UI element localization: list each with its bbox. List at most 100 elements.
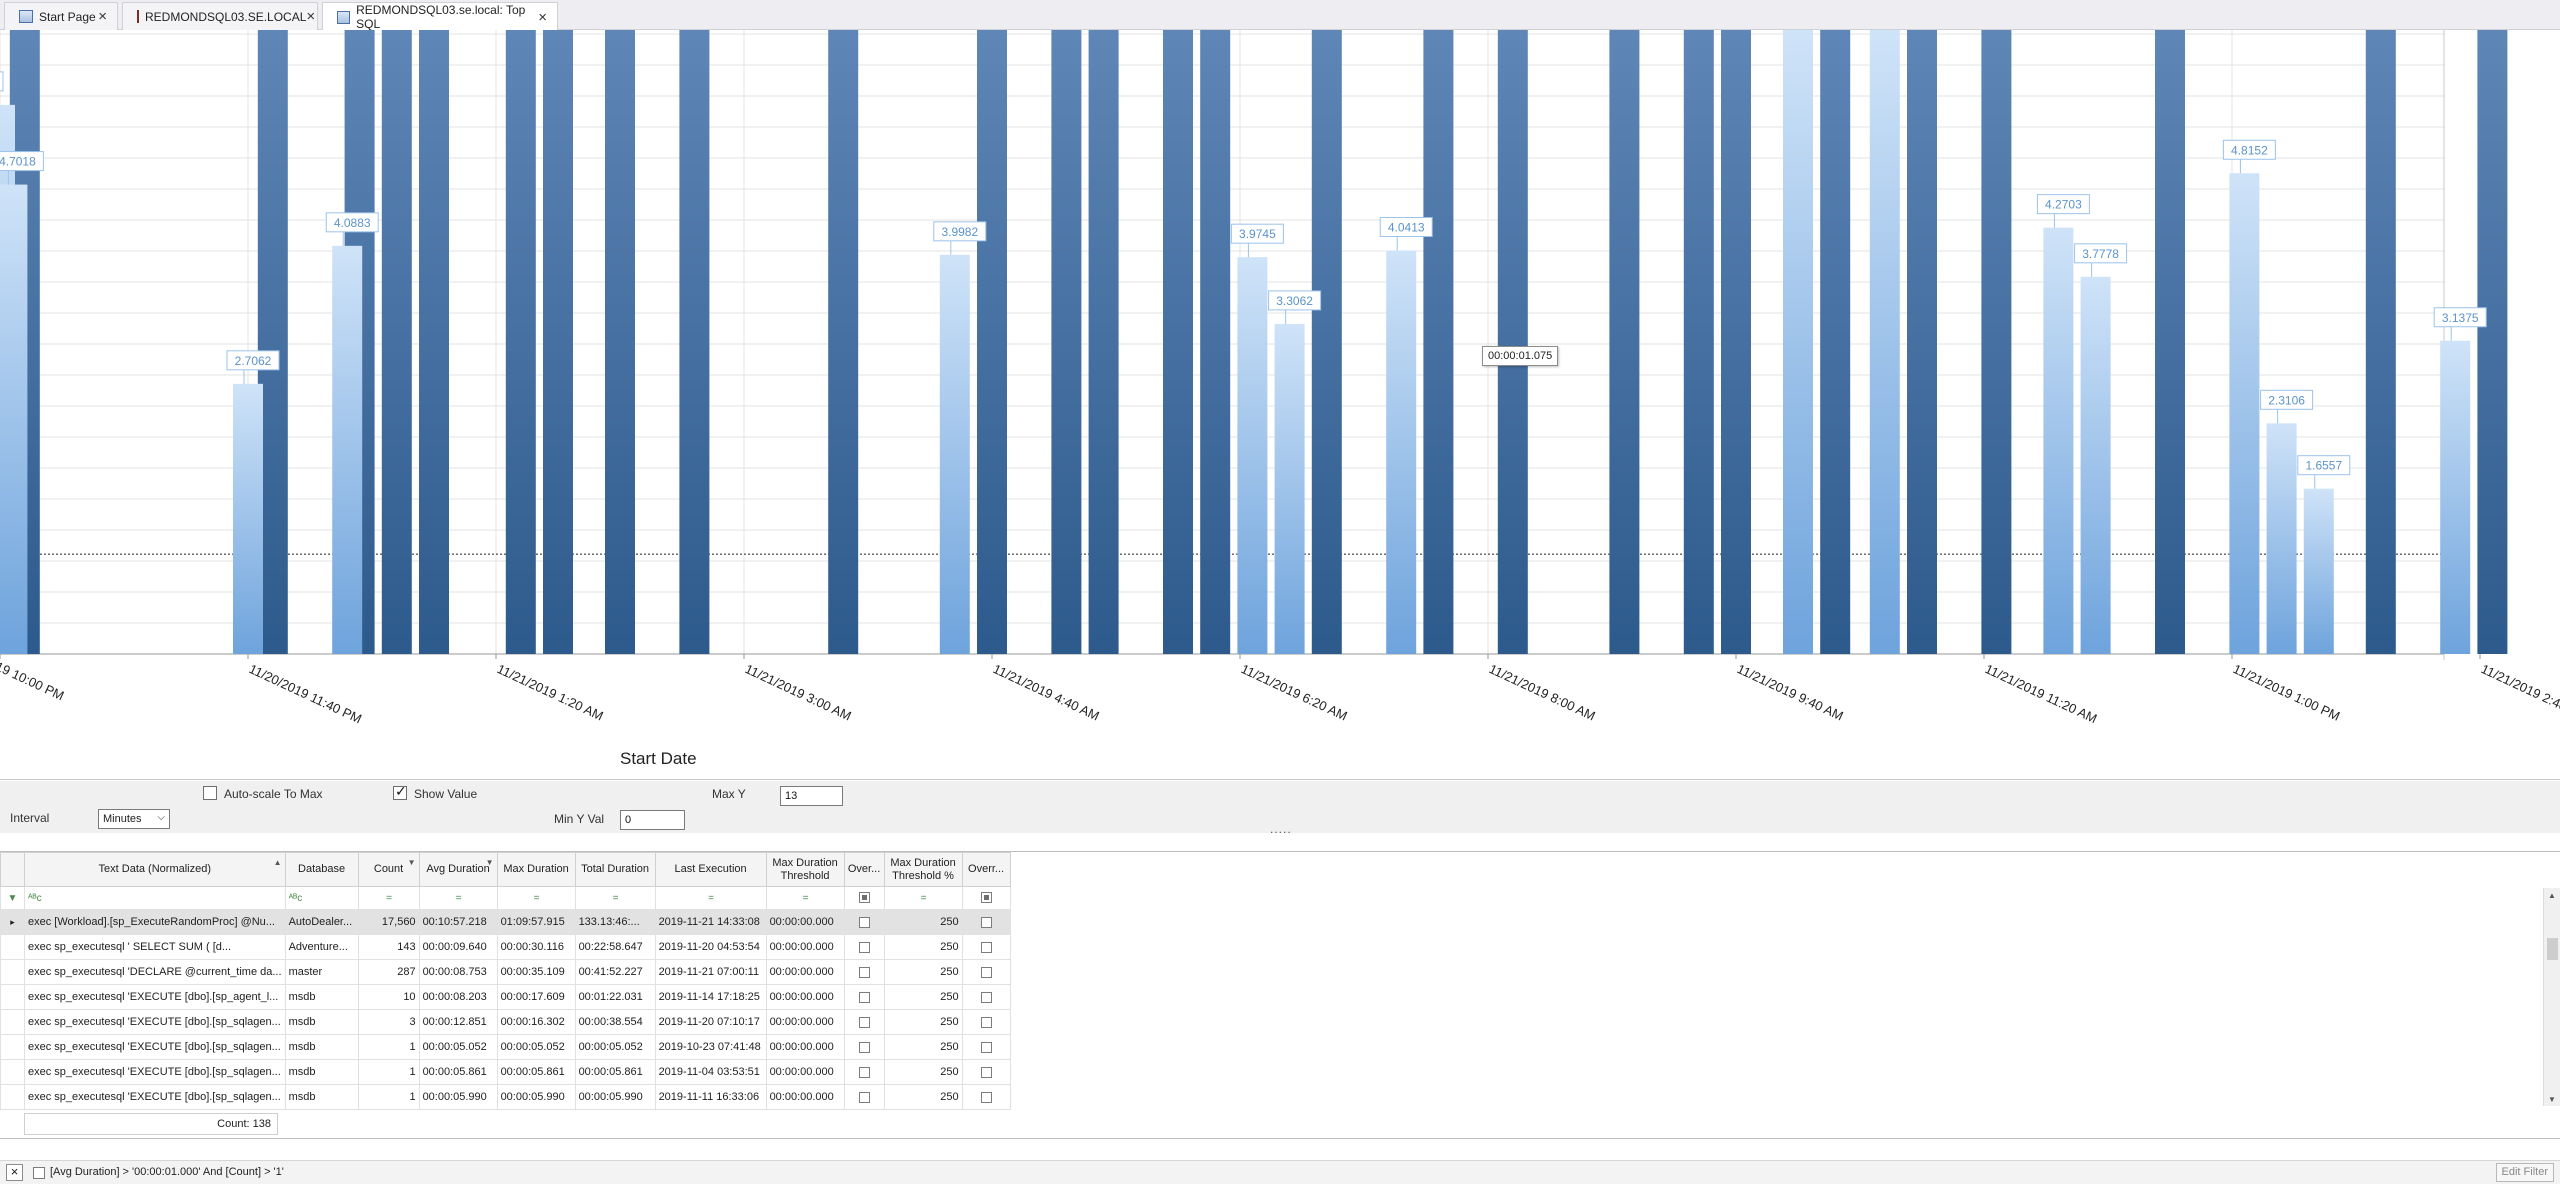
threshold-pct-cell[interactable]: 250 <box>883 1034 963 1060</box>
threshold-pct-cell[interactable]: 250 <box>883 1084 963 1110</box>
total-duration-cell[interactable]: 00:00:05.990 <box>574 1084 656 1110</box>
max-duration-cell[interactable]: 00:00:35.109 <box>496 959 576 985</box>
clear-filter-button[interactable]: × <box>6 1164 23 1181</box>
checkbox[interactable] <box>858 941 870 953</box>
count-cell[interactable]: 1 <box>357 1084 420 1110</box>
row-indicator[interactable] <box>0 1034 25 1060</box>
column-header-total-duration[interactable]: Total Duration <box>574 852 656 887</box>
total-duration-cell[interactable]: 00:41:52.227 <box>574 959 656 985</box>
max-duration-cell[interactable]: 00:00:05.861 <box>496 1059 576 1085</box>
override2-cell[interactable] <box>961 959 1011 985</box>
total-duration-cell[interactable]: 00:00:05.052 <box>574 1034 656 1060</box>
max-duration-cell[interactable]: 00:00:05.052 <box>496 1034 576 1060</box>
checkbox[interactable] <box>980 1091 992 1103</box>
filter-database-cell[interactable]: ᴬᴮc <box>284 886 359 910</box>
checkbox[interactable] <box>858 916 870 928</box>
filter-count-cell[interactable]: = <box>357 886 420 910</box>
total-duration-cell[interactable]: 133.13:46:... <box>574 909 656 935</box>
row-indicator[interactable] <box>0 959 25 985</box>
threshold-cell[interactable]: 00:00:00.000 <box>765 909 845 935</box>
last-execution-cell[interactable]: 2019-10-23 07:41:48 <box>654 1034 767 1060</box>
count-cell[interactable]: 143 <box>357 934 420 960</box>
column-header-override[interactable]: Over... <box>843 852 885 887</box>
override2-cell[interactable] <box>961 934 1011 960</box>
avg-duration-cell[interactable]: 00:00:12.851 <box>418 1009 498 1035</box>
tab-server[interactable]: REDMONDSQL03.SE.LOCAL × <box>122 2 318 30</box>
table-row[interactable]: exec sp_executesql 'EXECUTE [dbo].[sp_ag… <box>0 984 1011 1010</box>
column-header-count[interactable]: Count ▼ <box>357 852 420 887</box>
override-cell[interactable] <box>843 1009 885 1035</box>
tab-top-sql[interactable]: REDMONDSQL03.se.local: Top SQL × <box>322 2 558 31</box>
scroll-up-icon[interactable]: ▲ <box>2548 891 2556 900</box>
last-execution-cell[interactable]: 2019-11-11 16:33:06 <box>654 1084 767 1110</box>
column-header-avg-duration[interactable]: Avg Duration ▼ <box>418 852 498 887</box>
text-data-cell[interactable]: exec sp_executesql 'DECLARE @current_tim… <box>24 959 286 985</box>
table-row[interactable]: exec sp_executesql ' SELECT SUM ( [d... A… <box>0 934 1011 960</box>
text-data-cell[interactable]: exec sp_executesql 'EXECUTE [dbo].[sp_sq… <box>24 1059 286 1085</box>
count-cell[interactable]: 1 <box>357 1059 420 1085</box>
checkbox[interactable] <box>858 1041 870 1053</box>
panel-splitter[interactable]: ..... <box>1270 822 1292 836</box>
threshold-pct-cell[interactable]: 250 <box>883 1059 963 1085</box>
row-indicator[interactable] <box>0 1009 25 1035</box>
checkbox[interactable] <box>858 1091 870 1103</box>
filter-enable-checkbox[interactable] <box>33 1167 45 1179</box>
text-data-cell[interactable]: exec sp_executesql 'EXECUTE [dbo].[sp_ag… <box>24 984 286 1010</box>
last-execution-cell[interactable]: 2019-11-20 04:53:54 <box>654 934 767 960</box>
checkbox[interactable] <box>980 1016 992 1028</box>
threshold-cell[interactable]: 00:00:00.000 <box>765 1009 845 1035</box>
max-duration-cell[interactable]: 00:00:30.116 <box>496 934 576 960</box>
override-cell[interactable] <box>843 1084 885 1110</box>
checkbox[interactable] <box>980 892 992 904</box>
last-execution-cell[interactable]: 2019-11-14 17:18:25 <box>654 984 767 1010</box>
close-icon[interactable]: × <box>538 8 547 26</box>
checkbox[interactable] <box>858 991 870 1003</box>
show-value-checkbox[interactable] <box>393 784 407 800</box>
filter-threshold-cell[interactable]: = <box>765 886 845 910</box>
avg-duration-cell[interactable]: 00:10:57.218 <box>418 909 498 935</box>
override2-cell[interactable] <box>961 984 1011 1010</box>
filter-override2-cell[interactable] <box>961 886 1011 910</box>
threshold-cell[interactable]: 00:00:00.000 <box>765 984 845 1010</box>
table-row[interactable]: exec sp_executesql 'DECLARE @current_tim… <box>0 959 1011 985</box>
column-header-last-execution[interactable]: Last Execution <box>654 852 767 887</box>
checkbox[interactable] <box>858 1066 870 1078</box>
threshold-cell[interactable]: 00:00:00.000 <box>765 1059 845 1085</box>
filter-pct-cell[interactable]: = <box>883 886 963 910</box>
threshold-cell[interactable]: 00:00:00.000 <box>765 959 845 985</box>
threshold-cell[interactable]: 00:00:00.000 <box>765 1034 845 1060</box>
threshold-pct-cell[interactable]: 250 <box>883 984 963 1010</box>
filter-total-cell[interactable]: = <box>574 886 656 910</box>
filter-expression[interactable]: [Avg Duration] > '00:00:01.000' And [Cou… <box>50 1166 284 1178</box>
threshold-cell[interactable]: 00:00:00.000 <box>765 934 845 960</box>
scrollbar-thumb[interactable] <box>2547 938 2558 960</box>
threshold-pct-cell[interactable]: 250 <box>883 1009 963 1035</box>
count-cell[interactable]: 3 <box>357 1009 420 1035</box>
database-cell[interactable]: AutoDealer... <box>284 909 359 935</box>
text-data-cell[interactable]: exec [Workload].[sp_ExecuteRandomProc] @… <box>24 909 286 935</box>
override2-cell[interactable] <box>961 1084 1011 1110</box>
threshold-pct-cell[interactable]: 250 <box>883 959 963 985</box>
scroll-down-icon[interactable]: ▼ <box>2548 1095 2556 1104</box>
table-row[interactable]: ▸ exec [Workload].[sp_ExecuteRandomProc] … <box>0 909 1011 935</box>
autoscale-checkbox[interactable] <box>203 786 217 800</box>
filter-max-cell[interactable]: = <box>496 886 576 910</box>
tab-start-page[interactable]: Start Page × <box>4 2 118 30</box>
override-cell[interactable] <box>843 909 885 935</box>
total-duration-cell[interactable]: 00:22:58.647 <box>574 934 656 960</box>
count-cell[interactable]: 1 <box>357 1034 420 1060</box>
text-data-cell[interactable]: exec sp_executesql ' SELECT SUM ( [d... <box>24 934 286 960</box>
column-header-max-duration-threshold-pct[interactable]: Max Duration Threshold % <box>883 852 963 887</box>
text-data-cell[interactable]: exec sp_executesql 'EXECUTE [dbo].[sp_sq… <box>24 1034 286 1060</box>
database-cell[interactable]: Adventure... <box>284 934 359 960</box>
avg-duration-cell[interactable]: 00:00:08.203 <box>418 984 498 1010</box>
row-indicator[interactable]: ▸ <box>0 909 25 935</box>
override-cell[interactable] <box>843 959 885 985</box>
checkbox[interactable] <box>980 916 992 928</box>
column-header-max-duration-threshold[interactable]: Max Duration Threshold <box>765 852 845 887</box>
last-execution-cell[interactable]: 2019-11-04 03:53:51 <box>654 1059 767 1085</box>
checkbox[interactable] <box>858 966 870 978</box>
grid-vertical-scrollbar[interactable]: ▲ ▼ <box>2543 888 2560 1106</box>
filter-text-data-cell[interactable]: ᴬᴮc <box>24 886 286 910</box>
database-cell[interactable]: msdb <box>284 984 359 1010</box>
